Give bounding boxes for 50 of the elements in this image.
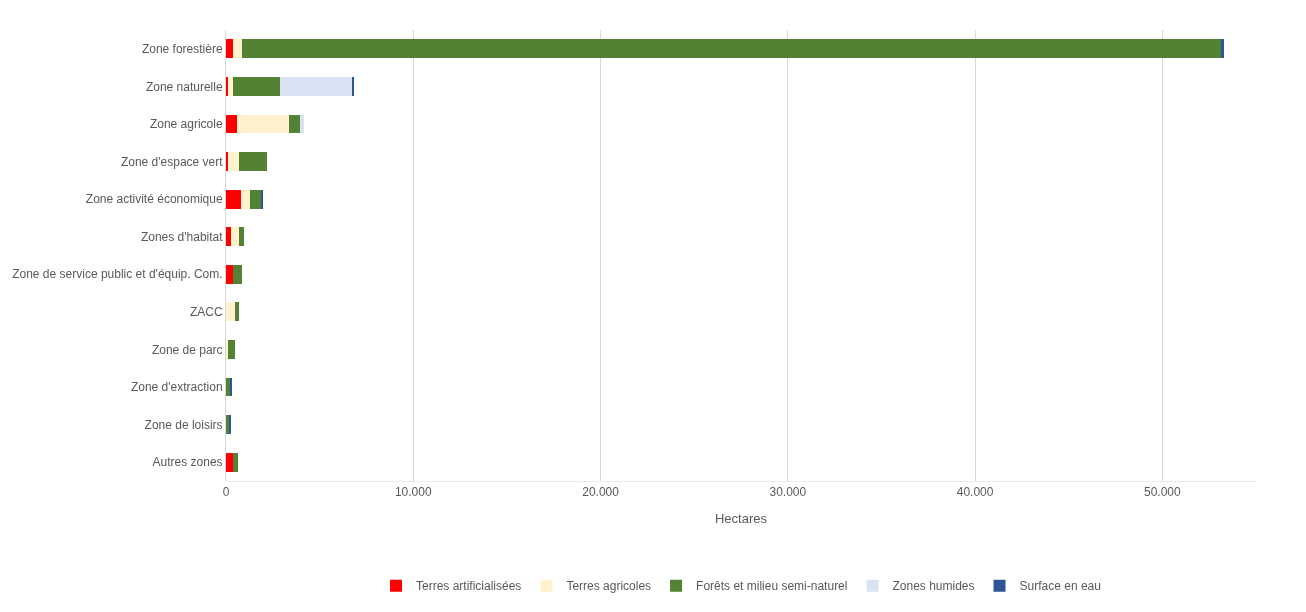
bar [226,264,234,284]
bar [1221,39,1225,59]
bar [240,189,250,209]
legend-label: Forêts et milieu semi-naturel [696,579,848,594]
x-tick-label: 40.000 [956,485,994,500]
x-tick-label: 50.000 [1144,485,1182,500]
legend-label: Surface en eau [1019,579,1101,594]
bar [289,114,301,134]
bar [241,39,1222,59]
legend-label: Terres artificialisées [416,579,522,594]
bar [226,302,235,322]
bar [227,340,236,359]
bar [226,39,233,59]
bar [228,152,240,171]
bar [227,76,234,96]
bar [233,264,243,284]
x-tick-label: 30.000 [769,485,807,500]
legend-label: Terres agricoles [566,579,652,594]
bar [226,452,234,472]
legend-label: Zones humides [892,579,975,594]
bar [233,452,238,472]
bar [233,76,280,96]
bar [239,152,268,171]
y-tick-label: ZACC [189,305,223,320]
y-tick-label: Zone activité économique [85,192,223,207]
bar [279,76,353,96]
x-axis-title: Hectares [714,511,768,526]
x-tick-label: 10.000 [394,485,432,500]
bar [234,302,240,322]
x-tick-label: 20.000 [582,485,620,500]
y-tick-label: Zone d'extraction [130,380,223,395]
y-tick-label: Zone de parc [151,342,223,357]
bar [226,227,232,247]
y-tick-label: Zone de loisirs [144,417,223,432]
bar [226,114,237,134]
y-tick-label: Autres zones [152,455,223,470]
y-tick-label: Zone d'espace vert [120,154,224,169]
y-tick-label: Zone naturelle [145,79,223,94]
bar [231,227,239,247]
bar [226,189,241,209]
bar [236,114,290,134]
bar [238,227,245,247]
y-tick-label: Zone de service public et d'équip. Com. [12,267,223,282]
x-tick-label: 0 [222,485,230,500]
y-tick-label: Zone agricole [149,117,223,132]
bar [226,152,229,171]
bar [249,189,262,209]
y-tick-label: Zone forestière [141,41,223,56]
y-tick-label: Zones d'habitat [140,229,224,244]
bar [232,39,242,59]
